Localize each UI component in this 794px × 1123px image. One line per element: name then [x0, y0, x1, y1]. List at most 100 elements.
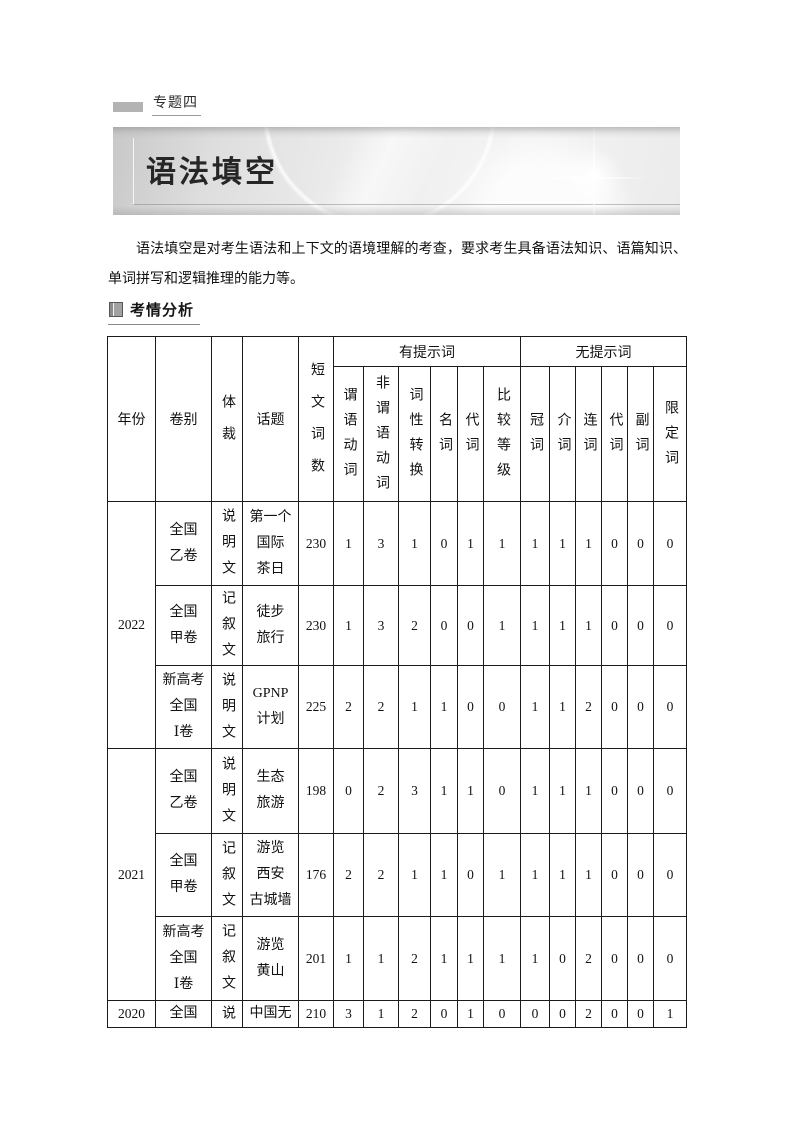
column-header: 短文词数: [298, 336, 334, 502]
value-cell: 0: [457, 833, 484, 917]
genre-cell: 说: [211, 1000, 243, 1028]
value-cell: 2: [333, 665, 364, 749]
lens-flare-icon: [535, 127, 651, 215]
column-header: 卷别: [155, 336, 212, 502]
value-cell: 1: [333, 585, 364, 666]
sub-column-header: 代词: [601, 366, 628, 502]
genre-label: 记叙文: [220, 839, 235, 917]
value-cell: 0: [457, 665, 484, 749]
topic-cell: 第一个 国际 茶日: [242, 501, 299, 586]
paper-cell: 全国: [155, 1000, 212, 1028]
value-cell: 1: [430, 916, 458, 1001]
genre-label: 说明文: [220, 508, 235, 586]
value-cell: 3: [363, 585, 399, 666]
column-header-label: 短文词数: [309, 361, 324, 490]
genre-cell: 说明文: [211, 748, 243, 834]
genre-cell: 记叙文: [211, 916, 243, 1001]
value-cell: 0: [601, 748, 628, 834]
genre-cell: 记叙文: [211, 833, 243, 917]
value-cell: 1: [653, 1000, 687, 1028]
value-cell: 1: [457, 501, 484, 586]
value-cell: 1: [363, 1000, 399, 1028]
value-cell: 1: [398, 665, 431, 749]
sub-column-header-label: 比较等级: [495, 387, 510, 487]
value-cell: 1: [575, 748, 602, 834]
value-cell: 0: [627, 585, 654, 666]
value-cell: 1: [520, 585, 550, 666]
topic-cell: 游览 西安 古城墙: [242, 833, 299, 917]
sub-column-header-label: 非谓语动词: [374, 374, 389, 500]
value-cell: 0: [653, 916, 687, 1001]
value-cell: 1: [457, 1000, 484, 1028]
topic-cell: GPNP 计划: [242, 665, 299, 749]
value-cell: 2: [333, 833, 364, 917]
value-cell: 0: [333, 748, 364, 834]
value-cell: 0: [627, 833, 654, 917]
table-row: 2022 全国 乙卷 说明文 第一个 国际 茶日 230 1 3 1 0 1 1 1 1 1 0 0 0: [107, 501, 687, 749]
genre-cell: 说明文: [211, 501, 243, 586]
sub-column-header: 副词: [627, 366, 654, 502]
value-cell: 0: [627, 1000, 654, 1028]
genre-label: 说明文: [220, 671, 235, 749]
table-row: 2020 全国说中国无 210 3 1 2 0 1 0 0 0 2 0 0 1: [107, 1000, 687, 1028]
sub-column-header: 介词: [549, 366, 576, 502]
genre-label: 记叙文: [220, 923, 235, 1001]
value-cell: 1: [398, 833, 431, 917]
value-cell: 0: [653, 833, 687, 917]
column-header: 体裁: [211, 336, 243, 502]
exam-analysis-table: 年份 卷别 体裁 话题 短文词数 有提示词 无提示词 谓语动词 非谓语动词 词性转换 名词 代词 比较等…: [107, 336, 687, 1028]
value-cell: 1: [575, 833, 602, 917]
value-cell: 1: [457, 916, 484, 1001]
word-count-cell: 230: [298, 501, 334, 586]
value-cell: 1: [430, 833, 458, 917]
sub-column-header-label: 副词: [633, 412, 649, 462]
value-cell: 1: [483, 585, 521, 666]
value-cell: 0: [549, 916, 576, 1001]
sub-column-header: 代词: [457, 366, 484, 502]
value-cell: 1: [549, 833, 576, 917]
value-cell: 3: [363, 501, 399, 586]
value-cell: 0: [549, 1000, 576, 1028]
value-cell: 3: [333, 1000, 364, 1028]
word-count-cell: 201: [298, 916, 334, 1001]
sub-column-header-label: 冠词: [528, 412, 543, 462]
topic-tag-row: 专题四: [108, 94, 687, 116]
sub-column-header-label: 词性转换: [407, 387, 423, 487]
year-cell: 2022: [107, 501, 156, 749]
sub-column-header: 冠词: [520, 366, 550, 502]
value-cell: 0: [653, 585, 687, 666]
value-cell: 1: [398, 501, 431, 586]
table-row: 新高考 全国 Ⅰ卷 记叙文 游览 黄山 201 1 1 2 1 1 1 1 0 2 0 0 0: [108, 916, 687, 1001]
value-cell: 1: [575, 585, 602, 666]
value-cell: 2: [575, 1000, 602, 1028]
sub-column-header: 非谓语动词: [363, 366, 399, 502]
sub-column-header-label: 代词: [607, 412, 623, 462]
topic-cell: 中国无: [242, 1000, 299, 1028]
value-cell: 1: [520, 748, 550, 834]
column-header: 话题: [242, 336, 299, 502]
word-count-cell: 176: [298, 833, 334, 917]
genre-label: 记叙文: [220, 590, 235, 666]
value-cell: 1: [520, 501, 550, 586]
sub-column-header: 谓语动词: [333, 366, 364, 502]
value-cell: 2: [398, 1000, 431, 1028]
value-cell: 2: [575, 916, 602, 1001]
value-cell: 2: [575, 665, 602, 749]
value-cell: 1: [333, 916, 364, 1001]
sub-column-header-label: 代词: [463, 412, 479, 462]
year-cell: 2021: [107, 748, 156, 1001]
sub-column-header: 限定词: [653, 366, 687, 502]
sub-column-header: 词性转换: [398, 366, 431, 502]
topic-cell: 游览 黄山: [242, 916, 299, 1001]
word-count-cell: 210: [298, 1000, 334, 1028]
genre-cell: 记叙文: [211, 585, 243, 666]
intro-paragraph: 语法填空是对考生语法和上下文的语境理解的考查，要求考生具备语法知识、语篇知识、单…: [108, 240, 687, 286]
value-cell: 0: [627, 665, 654, 749]
book-icon: [109, 302, 123, 317]
value-cell: 1: [520, 916, 550, 1001]
word-count-cell: 230: [298, 585, 334, 666]
section-title: 考情分析: [130, 302, 195, 319]
value-cell: 0: [601, 1000, 628, 1028]
value-cell: 1: [549, 748, 576, 834]
word-count-cell: 198: [298, 748, 334, 834]
